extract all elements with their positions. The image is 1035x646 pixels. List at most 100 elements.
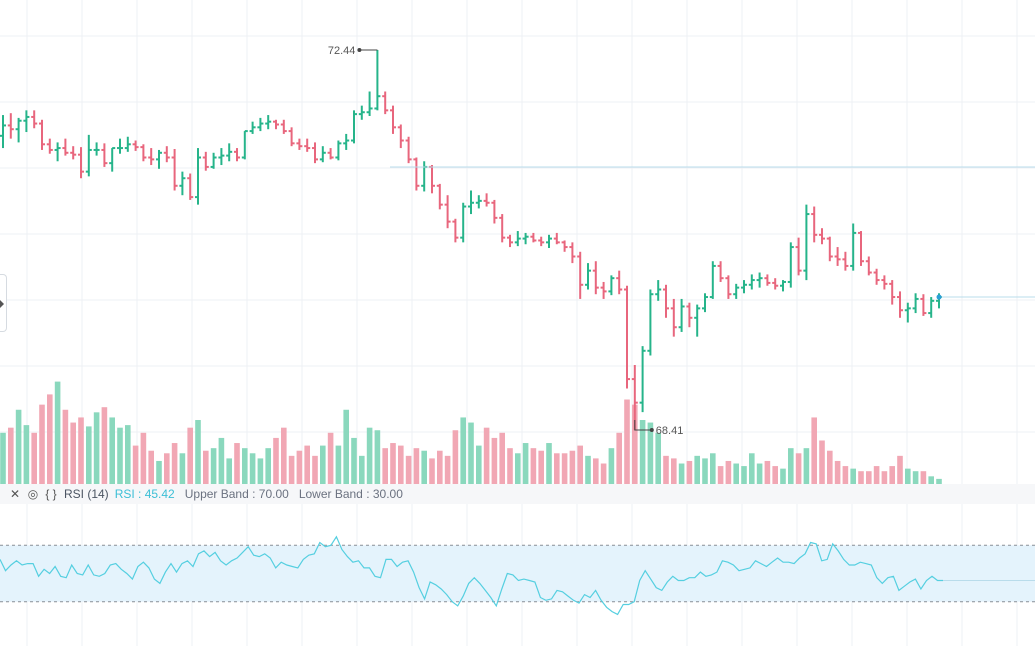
volume-bar: [179, 453, 186, 484]
volume-bar: [624, 399, 630, 484]
eye-icon[interactable]: ◎: [27, 487, 39, 501]
volume-bar: [117, 427, 123, 484]
volume-bar: [281, 427, 287, 484]
volume-bar: [600, 463, 607, 484]
volume-bar: [203, 450, 209, 484]
volume-bar: [710, 453, 716, 484]
volume-bar: [468, 422, 474, 484]
volume-bar: [437, 450, 443, 484]
volume-bar: [257, 458, 264, 484]
annotations: 72.44 68.41: [328, 45, 1035, 437]
volume-bar: [686, 460, 693, 484]
volume-bar: [491, 437, 498, 484]
volume-bar: [694, 455, 700, 484]
volume-bar: [749, 453, 755, 484]
volume-bar: [928, 476, 934, 484]
volume-bar: [905, 468, 911, 484]
volume-bar: [265, 448, 271, 484]
volume-bar: [320, 445, 326, 484]
volume-bars: [0, 381, 942, 484]
price-bars: [0, 50, 942, 430]
volume-bar: [273, 437, 279, 484]
rsi-pane: [0, 535, 1035, 616]
volume-bar: [554, 453, 560, 484]
volume-bar: [561, 453, 568, 484]
volume-bar: [249, 453, 256, 484]
volume-bar: [717, 466, 724, 484]
close-icon[interactable]: ✕: [9, 487, 21, 501]
volume-bar: [359, 455, 365, 484]
volume-bar: [546, 443, 552, 484]
volume-bar: [873, 466, 880, 484]
high-dot: [357, 48, 362, 52]
volume-bar: [569, 450, 576, 484]
volume-bar: [312, 455, 318, 484]
volume-bar: [881, 471, 888, 484]
volume-bar: [608, 448, 615, 484]
volume-bar: [164, 453, 170, 484]
volume-bar: [86, 426, 92, 484]
volume-bar: [351, 437, 357, 484]
volume-bar: [678, 463, 685, 484]
volume-bar: [499, 432, 505, 484]
volume-bar: [741, 466, 747, 484]
volume-bar: [912, 471, 919, 484]
volume-bar: [522, 443, 529, 484]
volume-bar: [70, 422, 76, 484]
volume-bar: [507, 448, 513, 484]
volume-bar: [889, 466, 895, 484]
volume-bar: [140, 432, 147, 484]
volume-bar: [156, 460, 162, 484]
volume-bar: [647, 422, 654, 484]
volume-bar: [842, 466, 849, 484]
volume-bar: [444, 455, 451, 484]
volume-bar: [515, 453, 521, 484]
volume-bar: [725, 460, 732, 484]
low-dot: [649, 428, 654, 432]
rsi-line: [0, 535, 943, 616]
volume-bar: [452, 430, 459, 484]
volume-bar: [335, 445, 342, 484]
volume-bar: [405, 455, 412, 484]
volume-bar: [460, 417, 466, 484]
volume-bar: [132, 445, 139, 484]
volume-bar: [616, 432, 622, 484]
volume-bar: [171, 443, 178, 484]
volume-bar: [429, 458, 435, 484]
volume-bar: [795, 453, 802, 484]
volume-bar: [827, 450, 833, 484]
volume-bar: [31, 432, 37, 484]
volume-bar: [413, 448, 420, 484]
volume-bar: [288, 455, 295, 484]
volume-bar: [78, 417, 84, 484]
volume-bar: [834, 460, 841, 484]
high-label: 72.44: [328, 45, 356, 57]
volume-bar: [296, 450, 303, 484]
volume-bar: [210, 448, 217, 484]
last-price-dot: [936, 294, 942, 300]
volume-bar: [803, 448, 810, 484]
volume-bar: [366, 427, 373, 484]
volume-bar: [639, 420, 646, 484]
volume-bar: [866, 471, 872, 484]
volume-bar: [671, 458, 677, 484]
volume-bar: [780, 468, 786, 484]
volume-bar: [421, 450, 427, 484]
side-panel-toggle[interactable]: [0, 274, 7, 332]
volume-bar: [655, 432, 661, 484]
rsi-lower-band: Lower Band : 30.00: [298, 487, 403, 501]
volume-bar: [577, 445, 583, 484]
volume-bar: [936, 478, 942, 484]
rsi-value: RSI : 45.42: [114, 487, 175, 501]
volume-bar: [374, 430, 381, 484]
volume-bar: [304, 445, 310, 484]
volume-bar: [242, 448, 248, 484]
volume-bar: [23, 425, 30, 484]
volume-bar: [234, 443, 240, 484]
volume-bar: [585, 455, 591, 484]
braces-icon[interactable]: { }: [45, 487, 57, 501]
volume-bar: [218, 437, 225, 484]
rsi-name: RSI (14): [64, 487, 109, 501]
